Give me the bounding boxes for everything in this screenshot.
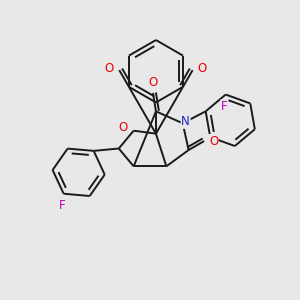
Text: O: O xyxy=(198,62,207,75)
Text: O: O xyxy=(118,121,128,134)
Text: F: F xyxy=(221,100,227,113)
Text: O: O xyxy=(209,135,218,148)
Text: N: N xyxy=(181,115,190,128)
Text: O: O xyxy=(148,76,158,89)
Text: F: F xyxy=(59,199,65,212)
Text: O: O xyxy=(105,62,114,75)
